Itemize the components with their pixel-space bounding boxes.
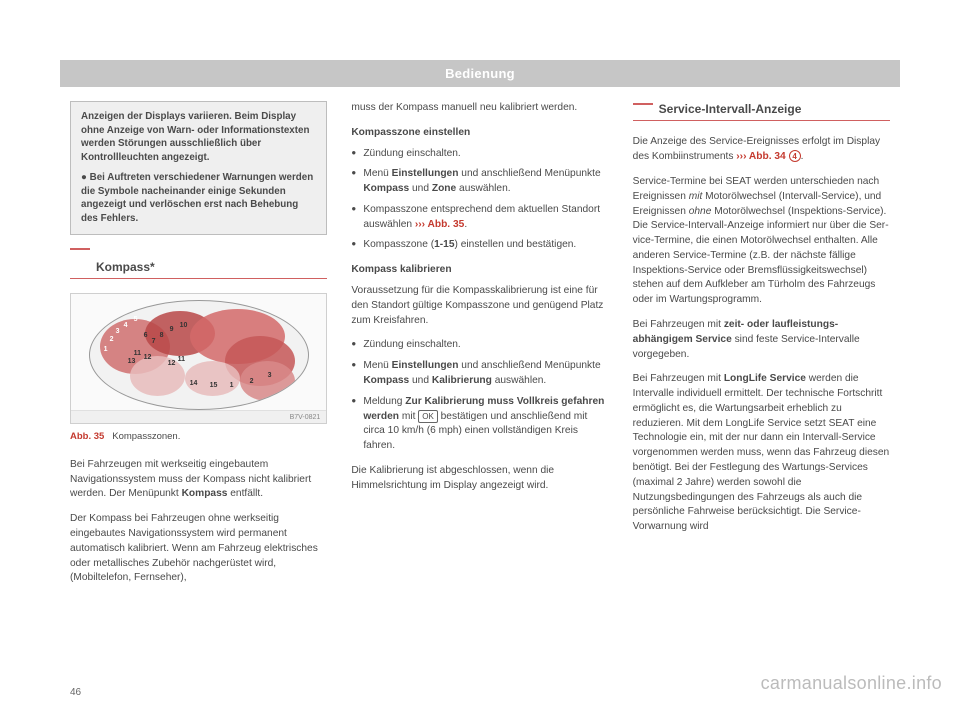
figure-code: B7V-0821 — [71, 410, 326, 423]
ref-abb-35: ››› Abb. 35 — [415, 219, 464, 230]
step-zone-1-15: Kompasszone (1-15) einstellen und bestät… — [351, 238, 608, 253]
col3-paragraph-2: Service-Termine bei SEAT werden untersch… — [633, 175, 890, 308]
ref-abb-34: ››› Abb. 34 — [736, 151, 785, 162]
kalibrierung-abgeschlossen: Die Kalibrierung ist abgeschlossen, wenn… — [351, 464, 608, 494]
warning-text-2: ● Bei Auftreten verschiedener Warnungen … — [81, 171, 316, 226]
step-zuendung-2: Zündung einschalten. — [351, 338, 608, 353]
step-vollkreis: Meldung Zur Kalibrierung muss Vollkreis … — [351, 395, 608, 454]
zone-label: 4 — [124, 321, 128, 331]
column-1: Anzeigen der Displays variieren. Beim Di… — [70, 101, 327, 596]
sub-kompass-kalibrieren: Kompass kalibrieren — [351, 263, 608, 278]
kalibrieren-voraussetzung: Voraussetzung für die Kompasskalibrierun… — [351, 284, 608, 328]
figure-35: 1234567891011121312111415123 B7V-0821 — [70, 293, 327, 424]
service-intervall-heading: Service-Intervall-Anzeige — [659, 101, 802, 118]
zone-label: 12 — [168, 359, 176, 369]
three-column-layout: Anzeigen der Displays variieren. Beim Di… — [60, 87, 900, 596]
heading-rule-stub-2 — [633, 103, 653, 105]
col3-paragraph-1: Die Anzeige des Service-Ereignisses erfo… — [633, 135, 890, 165]
heading-rule-2 — [633, 120, 890, 121]
zone-label: 14 — [190, 379, 198, 389]
zone-label: 1 — [104, 345, 108, 355]
zone-label: 8 — [160, 331, 164, 341]
circled-4-icon: 4 — [789, 150, 801, 162]
kompass-heading-row: Kompass* — [70, 235, 327, 278]
zone-label: 9 — [170, 325, 174, 335]
warning-box: Anzeigen der Displays variieren. Beim Di… — [70, 101, 327, 235]
zone-label: 1 — [230, 381, 234, 391]
zone-label: 15 — [210, 381, 218, 391]
zone-label: 12 — [144, 353, 152, 363]
step-menu-kalibrierung: Menü Einstellungen und anschließend Me­n… — [351, 359, 608, 389]
header-title: Bedienung — [445, 66, 515, 81]
zone-label: 6 — [144, 331, 148, 341]
page-number: 46 — [70, 687, 81, 698]
kompasszone-steps: Zündung einschalten. Menü Einstellungen … — [351, 147, 608, 254]
zone-label: 7 — [152, 337, 156, 347]
zone-label: 10 — [180, 321, 188, 331]
step-standort: Kompasszone entsprechend dem aktuellen S… — [351, 203, 608, 233]
heading-rule-stub — [70, 248, 90, 250]
zone-label: 2 — [250, 377, 254, 387]
kompass-heading: Kompass* — [96, 259, 155, 276]
manual-page: Bedienung Anzeigen der Displays variiere… — [60, 60, 900, 668]
figure-35-caption: Abb. 35 Kompasszonen. — [70, 424, 327, 458]
zone-label: 2 — [110, 335, 114, 345]
kalibrieren-steps: Zündung einschalten. Menü Einstellungen … — [351, 338, 608, 454]
column-3: Service-Intervall-Anzeige Die Anzeige de… — [633, 101, 890, 596]
col1-paragraph-1: Bei Fahrzeugen mit werkseitig eingebaute… — [70, 458, 327, 502]
zone-label: 13 — [128, 357, 136, 367]
sub-kompasszone-einstellen: Kompasszone einstellen — [351, 126, 608, 141]
service-heading-row: Service-Intervall-Anzeige — [633, 101, 890, 120]
zone-label: 5 — [134, 315, 138, 325]
figure-caption-text: Kompasszonen. — [112, 431, 180, 442]
page-section-header: Bedienung — [60, 60, 900, 87]
kompass-map: 1234567891011121312111415123 — [71, 294, 326, 410]
col2-paragraph-0: muss der Kompass manuell neu kalibriert … — [351, 101, 608, 116]
figure-number: Abb. 35 — [70, 431, 104, 442]
ok-key-icon: OK — [418, 410, 438, 423]
zone-label: 11 — [178, 355, 185, 365]
col3-paragraph-3: Bei Fahrzeugen mit zeit- oder laufleistu… — [633, 318, 890, 362]
world-map-ellipse: 1234567891011121312111415123 — [89, 300, 309, 410]
zone-label: 3 — [116, 327, 120, 337]
col3-paragraph-4: Bei Fahrzeugen mit LongLife Service werd… — [633, 372, 890, 535]
step-menu-zone: Menü Einstellungen und anschließend Me­n… — [351, 167, 608, 197]
watermark: carmanualsonline.info — [761, 673, 942, 694]
col1-paragraph-2: Der Kompass bei Fahrzeugen ohne werkseit… — [70, 512, 327, 586]
zone-label: 3 — [268, 371, 272, 381]
step-zuendung-1: Zündung einschalten. — [351, 147, 608, 162]
column-2: muss der Kompass manuell neu kalibriert … — [351, 101, 608, 596]
warning-text-1: Anzeigen der Displays variieren. Beim Di… — [81, 110, 316, 165]
heading-rule — [70, 278, 327, 279]
